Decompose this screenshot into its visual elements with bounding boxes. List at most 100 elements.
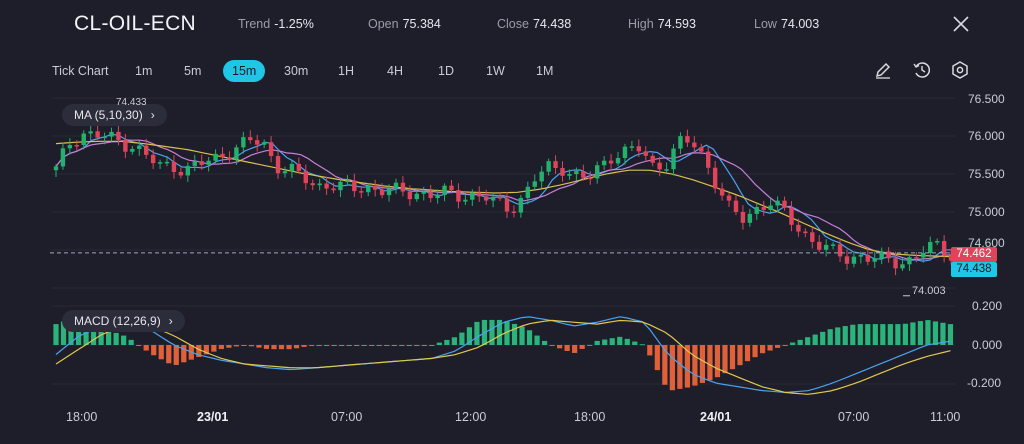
macd-tick-neg0200: -0.200 bbox=[967, 376, 1002, 390]
macd-histogram-bar bbox=[744, 345, 751, 362]
macd-histogram-bar bbox=[564, 345, 570, 351]
ma-indicator-chip[interactable]: MA (5,10,30) › bbox=[62, 104, 167, 126]
candle-body bbox=[372, 185, 378, 190]
time-tick-0700b: 07:00 bbox=[838, 410, 870, 424]
candle-body bbox=[67, 145, 73, 149]
candle-body bbox=[934, 241, 940, 243]
candle-body bbox=[386, 188, 392, 196]
macd-histogram-bar bbox=[714, 345, 721, 378]
candle-body bbox=[823, 244, 829, 250]
candle-body bbox=[595, 165, 600, 179]
candle-body bbox=[872, 258, 877, 262]
price-tick-75500: 75.500 bbox=[968, 167, 1005, 181]
macd-histogram-bar bbox=[173, 345, 179, 365]
macd-histogram-bar bbox=[677, 345, 683, 389]
tf-5m[interactable]: 5m bbox=[184, 64, 202, 78]
macd-histogram-bar bbox=[925, 320, 931, 345]
macd-histogram-bar bbox=[722, 345, 728, 374]
candle-body bbox=[539, 171, 544, 182]
candle-body bbox=[893, 258, 898, 269]
candle-body bbox=[858, 254, 864, 257]
macd-histogram-bar bbox=[759, 345, 766, 354]
candle-body bbox=[560, 167, 565, 176]
macd-histogram-bar bbox=[421, 345, 427, 346]
candle-body bbox=[532, 181, 537, 187]
macd-histogram-bar bbox=[557, 345, 563, 349]
macd-histogram-bar bbox=[301, 345, 307, 347]
candle-body bbox=[671, 148, 676, 170]
macd-histogram-bar bbox=[83, 319, 89, 345]
macd-histogram-bar bbox=[429, 345, 435, 346]
candle-body bbox=[865, 254, 870, 262]
macd-histogram-bar bbox=[331, 345, 337, 346]
candle-body bbox=[740, 211, 746, 223]
macd-histogram-bar bbox=[211, 345, 217, 352]
macd-signal-line bbox=[55, 319, 951, 395]
candle-body bbox=[192, 161, 197, 166]
tf-4h[interactable]: 4H bbox=[387, 64, 403, 78]
candle-body bbox=[400, 182, 406, 192]
tf-30m[interactable]: 30m bbox=[284, 64, 309, 78]
symbol-title: CL-OIL-ECN bbox=[74, 12, 197, 35]
candle-body bbox=[324, 183, 329, 189]
chart-header: CL-OIL-ECN Trend -1.25% Open 75.384 Close 7… bbox=[0, 0, 1024, 50]
candle-body bbox=[407, 191, 413, 200]
macd-histogram-bar bbox=[271, 345, 277, 350]
candle-body bbox=[504, 198, 510, 212]
candle-body bbox=[525, 186, 531, 198]
candle-body bbox=[275, 156, 281, 174]
candle-body bbox=[157, 162, 163, 164]
candle-body bbox=[241, 137, 246, 148]
settings-hexagon-icon[interactable] bbox=[949, 59, 971, 81]
candle-body bbox=[442, 185, 447, 196]
candle-body bbox=[483, 196, 489, 201]
macd-histogram-bar bbox=[587, 344, 593, 346]
candle-body bbox=[657, 162, 662, 170]
price-tick-75000: 75.000 bbox=[968, 205, 1005, 219]
macd-histogram-bar bbox=[203, 345, 209, 355]
candle-body bbox=[775, 200, 780, 206]
candle-body bbox=[81, 133, 86, 146]
candle-body bbox=[789, 207, 794, 225]
macd-histogram-bar bbox=[354, 345, 360, 346]
candle-body bbox=[261, 142, 267, 145]
tf-tick-chart[interactable]: Tick Chart bbox=[52, 64, 109, 78]
candle-body bbox=[490, 196, 496, 201]
close-icon[interactable] bbox=[950, 13, 972, 35]
high-stat: High 74.593 bbox=[628, 17, 696, 31]
tf-1w[interactable]: 1W bbox=[486, 64, 505, 78]
macd-histogram-bar bbox=[121, 335, 127, 345]
low-value: 74.003 bbox=[780, 17, 820, 31]
macd-histogram-bar bbox=[541, 340, 548, 345]
tf-15m[interactable]: 15m bbox=[223, 60, 266, 82]
pencil-icon[interactable] bbox=[872, 59, 894, 81]
tf-1d[interactable]: 1D bbox=[438, 64, 454, 78]
close-stat: Close 74.438 bbox=[497, 17, 571, 31]
macd-histogram-bar bbox=[60, 321, 67, 345]
candle-body bbox=[171, 161, 177, 172]
candle-body bbox=[379, 189, 385, 196]
tf-1h[interactable]: 1H bbox=[338, 64, 354, 78]
clock-reset-icon[interactable] bbox=[911, 59, 933, 81]
macd-histogram-bar bbox=[151, 345, 157, 356]
candle-body bbox=[817, 241, 822, 250]
candle-body bbox=[338, 181, 343, 191]
high-label: High bbox=[628, 17, 654, 31]
macd-histogram-bar bbox=[579, 345, 585, 349]
macd-histogram-bar bbox=[812, 334, 818, 345]
macd-histogram-bar bbox=[98, 327, 104, 345]
macd-histogram-bar bbox=[850, 324, 856, 345]
candle-body bbox=[588, 177, 593, 180]
candle-body bbox=[664, 169, 669, 171]
candle-body bbox=[782, 200, 787, 208]
candle-body bbox=[123, 140, 128, 152]
candle-body bbox=[511, 211, 517, 213]
tf-1m-month[interactable]: 1M bbox=[536, 64, 554, 78]
tf-1m[interactable]: 1m bbox=[135, 64, 153, 78]
macd-histogram-bar bbox=[451, 337, 457, 345]
macd-indicator-chip[interactable]: MACD (12,26,9) › bbox=[62, 310, 185, 332]
macd-histogram-bar bbox=[489, 319, 495, 345]
macd-histogram-bar bbox=[895, 324, 901, 345]
candle-body bbox=[615, 157, 621, 164]
